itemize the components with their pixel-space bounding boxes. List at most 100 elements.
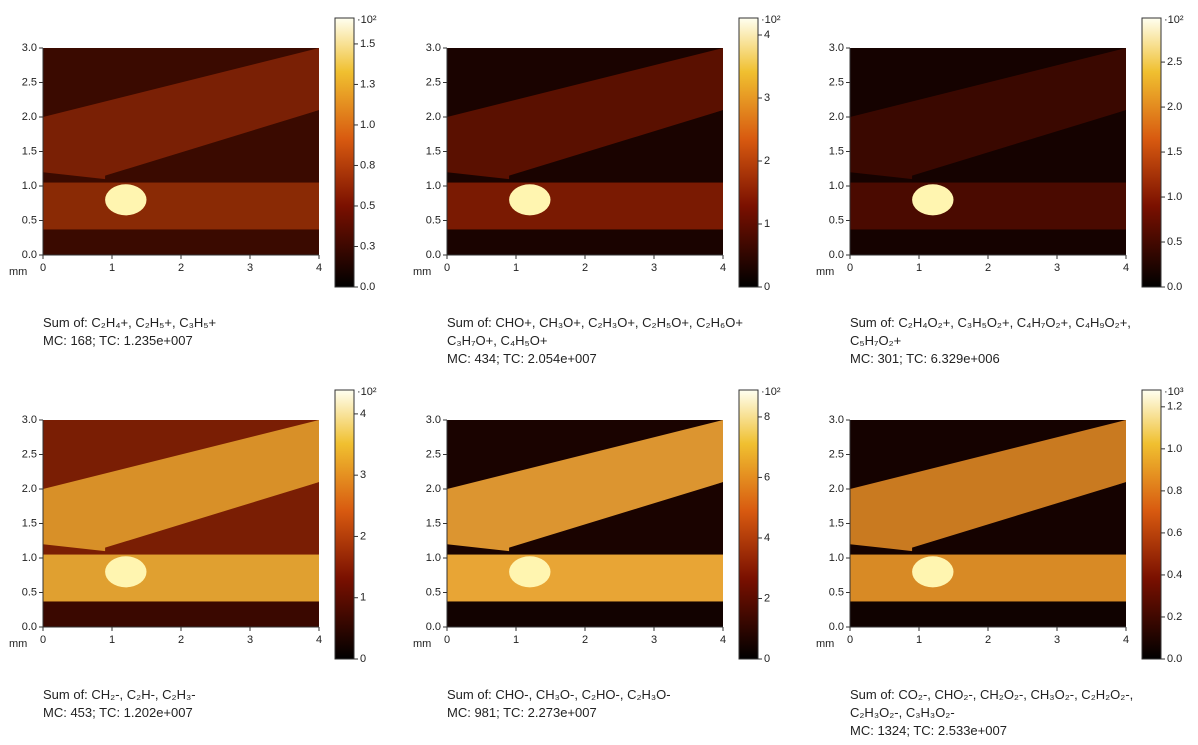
image-dark-wedge xyxy=(509,110,723,183)
colorbar-tick-label: 0.8 xyxy=(360,159,375,171)
colorbar xyxy=(334,17,355,288)
image-dark-wedge xyxy=(105,482,319,555)
colorbar-tick-label: 0.5 xyxy=(1167,236,1182,248)
colorbar-tick-label: 2.0 xyxy=(1167,101,1182,113)
colorbar-tick-label: 1.5 xyxy=(1167,146,1182,158)
image-band xyxy=(447,554,723,602)
colorbar-tick-label: 0 xyxy=(764,653,770,665)
panel: 0 1 2 3 4 0.0 0.5 1.0 1.5 2.0 2.5 3.0 mm 0.0 0.3 0.5 0.8… xyxy=(9,14,377,348)
x-axis-label: mm xyxy=(816,638,834,650)
colorbar-tick-label: 6 xyxy=(764,471,770,483)
y-tick-label: 0.5 xyxy=(22,214,37,226)
image-bottom xyxy=(850,229,1126,255)
image-band xyxy=(850,554,1126,602)
y-tick-label: 3.0 xyxy=(426,42,441,54)
image-diagonal xyxy=(447,420,723,552)
x-tick-label: 4 xyxy=(1123,634,1129,646)
colorbar-tick-label: 0.0 xyxy=(360,281,375,293)
x-tick-label: 2 xyxy=(582,634,588,646)
caption-line: Sum of: CH₂-, C₂H-, C₂H₃- xyxy=(43,687,196,702)
y-tick-label: 2.0 xyxy=(426,111,441,123)
colorbar-tick-label: 1.0 xyxy=(360,119,375,131)
y-tick-label: 1.0 xyxy=(426,180,441,192)
x-tick-label: 4 xyxy=(720,634,726,646)
panel: 0 1 2 3 4 0.0 0.5 1.0 1.5 2.0 2.5 3.0 mm 0 1 2 3 4 ·10² Sum… xyxy=(413,14,781,366)
x-tick-label: 0 xyxy=(444,634,450,646)
image-band xyxy=(850,182,1126,230)
y-tick-label: 2.5 xyxy=(829,448,844,460)
colorbar-tick-label: 0.2 xyxy=(1167,611,1182,623)
colorbar-scale: ·10² xyxy=(761,386,781,398)
colorbar-tick-label: 1.5 xyxy=(360,38,375,50)
x-axis-label: mm xyxy=(9,638,27,650)
image-blob xyxy=(912,184,954,216)
y-tick-label: 2.5 xyxy=(426,76,441,88)
y-tick-label: 0.0 xyxy=(829,249,844,261)
x-tick-label: 1 xyxy=(513,262,519,274)
x-tick-label: 0 xyxy=(847,262,853,274)
colorbar-scale: ·10² xyxy=(1164,14,1184,26)
image-diagonal xyxy=(850,420,1126,552)
x-tick-label: 0 xyxy=(40,262,46,274)
colorbar-tick-label: 0.5 xyxy=(360,200,375,212)
colorbar-tick-label: 4 xyxy=(360,408,366,420)
colorbar-tick-label: 0.6 xyxy=(1167,527,1182,539)
y-tick-label: 2.5 xyxy=(22,76,37,88)
caption-line: C₅H₇O₂+ xyxy=(850,333,901,348)
y-tick-label: 3.0 xyxy=(22,414,37,426)
image-bottom xyxy=(850,601,1126,627)
x-tick-label: 4 xyxy=(1123,262,1129,274)
x-tick-label: 0 xyxy=(40,634,46,646)
x-tick-label: 2 xyxy=(985,634,991,646)
y-tick-label: 2.0 xyxy=(22,483,37,495)
image-bottom xyxy=(43,229,319,255)
colorbar-tick-label: 2 xyxy=(764,592,770,604)
colorbar-tick-label: 3 xyxy=(764,92,770,104)
y-tick-label: 0.0 xyxy=(22,621,37,633)
x-tick-label: 3 xyxy=(1054,262,1060,274)
colorbar-tick-label: 0.0 xyxy=(1167,281,1182,293)
colorbar-tick-label: 1.2 xyxy=(1167,401,1182,413)
x-tick-label: 1 xyxy=(916,262,922,274)
colorbar-tick-label: 4 xyxy=(764,532,770,544)
y-tick-label: 2.5 xyxy=(426,448,441,460)
colorbar-scale: ·10² xyxy=(357,14,377,26)
y-tick-label: 2.5 xyxy=(22,448,37,460)
image-band xyxy=(43,554,319,602)
x-tick-label: 1 xyxy=(109,634,115,646)
caption-line: C₃H₇O+, C₄H₅O+ xyxy=(447,333,548,348)
image-diagonal xyxy=(850,48,1126,180)
y-tick-label: 3.0 xyxy=(22,42,37,54)
x-tick-label: 0 xyxy=(444,262,450,274)
x-tick-label: 1 xyxy=(109,262,115,274)
y-tick-label: 0.0 xyxy=(426,621,441,633)
caption-line: Sum of: CO₂-, CHO₂-, CH₂O₂-, CH₃O₂-, C₂H… xyxy=(850,687,1133,702)
panel: 0 1 2 3 4 0.0 0.5 1.0 1.5 2.0 2.5 3.0 mm 0 2 4 6 8 ·10² Sum… xyxy=(413,386,781,720)
colorbar-tick-label: 0.8 xyxy=(1167,485,1182,497)
image-blob xyxy=(105,184,147,216)
image-diagonal xyxy=(43,48,319,180)
x-tick-label: 1 xyxy=(916,634,922,646)
colorbar-tick-label: 2 xyxy=(360,530,366,542)
x-tick-label: 3 xyxy=(247,262,253,274)
y-tick-label: 2.0 xyxy=(829,111,844,123)
image-band xyxy=(43,182,319,230)
colorbar-tick-label: 1.0 xyxy=(1167,191,1182,203)
x-axis-label: mm xyxy=(413,266,431,278)
x-axis-label: mm xyxy=(9,266,27,278)
y-tick-label: 3.0 xyxy=(829,42,844,54)
y-tick-label: 2.0 xyxy=(426,483,441,495)
y-tick-label: 1.5 xyxy=(426,145,441,157)
colorbar xyxy=(738,389,759,660)
y-tick-label: 1.0 xyxy=(426,552,441,564)
colorbar-scale: ·10² xyxy=(357,386,377,398)
y-tick-label: 1.0 xyxy=(829,552,844,564)
x-tick-label: 2 xyxy=(582,262,588,274)
image-bottom xyxy=(447,601,723,627)
x-tick-label: 2 xyxy=(178,634,184,646)
y-tick-label: 1.5 xyxy=(22,517,37,529)
y-tick-label: 1.5 xyxy=(829,145,844,157)
y-tick-label: 0.5 xyxy=(426,586,441,598)
panel: 0 1 2 3 4 0.0 0.5 1.0 1.5 2.0 2.5 3.0 mm 0 1 2 3 4 ·10² Sum… xyxy=(9,386,377,720)
colorbar xyxy=(334,389,355,660)
